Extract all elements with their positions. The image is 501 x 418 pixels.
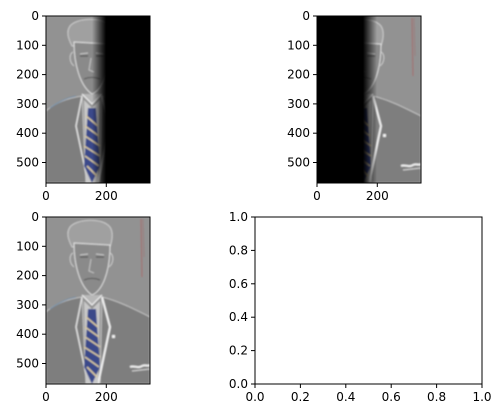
panel-bottom-left: 0 200 0 100 200 300 400 500 xyxy=(16,210,151,404)
ticks-bottom-right: 0.0 0.2 0.4 0.6 0.8 1.0 0.0 0.2 0.4 0.6 0.8 1.0 xyxy=(229,210,492,404)
x-tick-label: 0.0 xyxy=(245,390,264,404)
x-tick-label: 0.4 xyxy=(336,390,355,404)
ticks-top-left: 0 200 0 100 200 300 400 500 xyxy=(16,9,118,203)
x-tick-label: 0 xyxy=(313,189,321,203)
ticks-top-right: 0 200 0 100 200 300 400 500 xyxy=(287,9,389,203)
x-tick-label: 200 xyxy=(95,189,118,203)
x-tick-label: 0 xyxy=(42,390,50,404)
ticks-bottom-left: 0 200 0 100 200 300 400 500 xyxy=(16,210,118,404)
y-tick-label: 1.0 xyxy=(229,210,248,224)
x-tick-label: 0 xyxy=(42,189,50,203)
image-left-half xyxy=(46,16,150,183)
x-tick-label: 0.2 xyxy=(291,390,310,404)
axes-frame xyxy=(45,15,151,184)
x-tick-label: 200 xyxy=(95,390,118,404)
y-tick-label: 300 xyxy=(16,97,39,111)
y-tick-label: 0 xyxy=(302,9,310,23)
y-tick-label: 0 xyxy=(31,210,39,224)
axes-frame xyxy=(45,216,151,385)
x-tick-label: 1.0 xyxy=(472,390,491,404)
y-tick-label: 100 xyxy=(16,239,39,253)
y-tick-label: 0.2 xyxy=(229,344,248,358)
y-tick-label: 0.6 xyxy=(229,277,248,291)
y-tick-label: 200 xyxy=(287,68,310,82)
axes-frame xyxy=(254,216,483,385)
x-tick-label: 200 xyxy=(366,189,389,203)
y-tick-label: 0.4 xyxy=(229,310,248,324)
y-tick-label: 0.0 xyxy=(229,377,248,391)
y-tick-label: 300 xyxy=(287,97,310,111)
panel-top-right: 0 200 0 100 200 300 400 500 xyxy=(287,9,422,203)
image-full xyxy=(46,217,150,384)
y-tick-label: 0 xyxy=(31,9,39,23)
y-tick-label: 200 xyxy=(16,68,39,82)
x-tick-label: 0.8 xyxy=(427,390,446,404)
y-tick-label: 100 xyxy=(287,38,310,52)
axes-frame xyxy=(316,15,422,184)
image-right-half xyxy=(317,16,421,183)
y-tick-label: 500 xyxy=(16,155,39,169)
y-tick-label: 300 xyxy=(16,298,39,312)
y-tick-label: 100 xyxy=(16,38,39,52)
y-tick-label: 400 xyxy=(16,126,39,140)
panel-bottom-right: 0.0 0.2 0.4 0.6 0.8 1.0 0.0 0.2 0.4 0.6 0.8 1.0 xyxy=(229,210,492,404)
y-tick-label: 500 xyxy=(287,155,310,169)
x-tick-label: 0.6 xyxy=(382,390,401,404)
y-tick-label: 400 xyxy=(16,327,39,341)
y-tick-label: 0.8 xyxy=(229,243,248,257)
panel-top-left: 0 200 0 100 200 300 400 500 xyxy=(16,9,151,203)
y-tick-label: 500 xyxy=(16,356,39,370)
y-tick-label: 400 xyxy=(287,126,310,140)
y-tick-label: 200 xyxy=(16,269,39,283)
